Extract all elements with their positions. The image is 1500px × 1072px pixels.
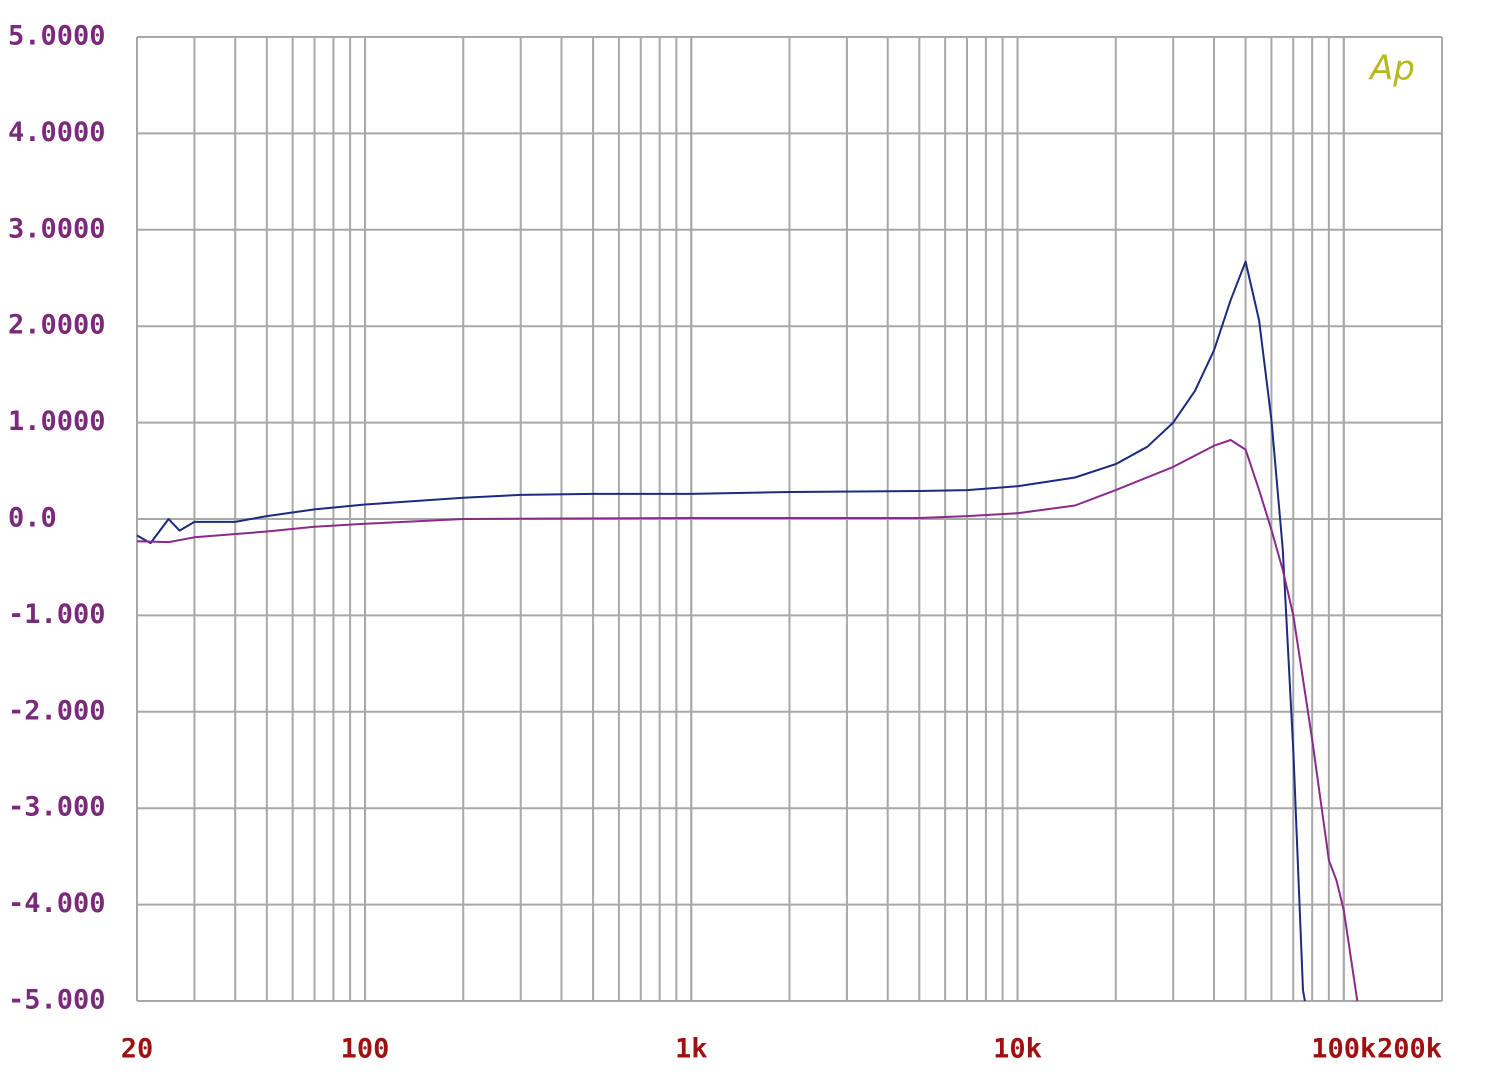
y-tick-label: 0.0	[8, 503, 57, 534]
y-tick-label: 3.0000	[8, 213, 106, 244]
labels: 5.0000 4.0000 3.0000 2.0000 1.0000 0.0 -1.000 -…	[8, 21, 1442, 1065]
x-tick-label: 100k	[1311, 1034, 1376, 1065]
series-line	[136, 439, 1359, 1002]
x-tick-label: 20	[121, 1034, 154, 1065]
y-tick-label: 5.0000	[8, 21, 106, 52]
y-tick-label: 2.0000	[8, 310, 106, 341]
y-tick-label: -3.000	[8, 792, 106, 823]
series-line	[136, 260, 1306, 1002]
lines	[136, 260, 1359, 1002]
logo: Ap	[1368, 49, 1415, 89]
y-tick-label: -2.000	[8, 695, 106, 726]
y-tick-label: -1.000	[8, 599, 106, 630]
y-tick-label: 4.0000	[8, 117, 106, 148]
x-tick-label: 10k	[993, 1034, 1042, 1065]
y-tick-label: -5.000	[8, 985, 106, 1016]
x-tick-label: 1k	[675, 1034, 708, 1065]
y-tick-label: 1.0000	[8, 406, 106, 437]
x-tick-label: 200k	[1377, 1034, 1442, 1065]
x-tick-label: 100	[341, 1034, 390, 1065]
y-tick-label: -4.000	[8, 888, 106, 919]
